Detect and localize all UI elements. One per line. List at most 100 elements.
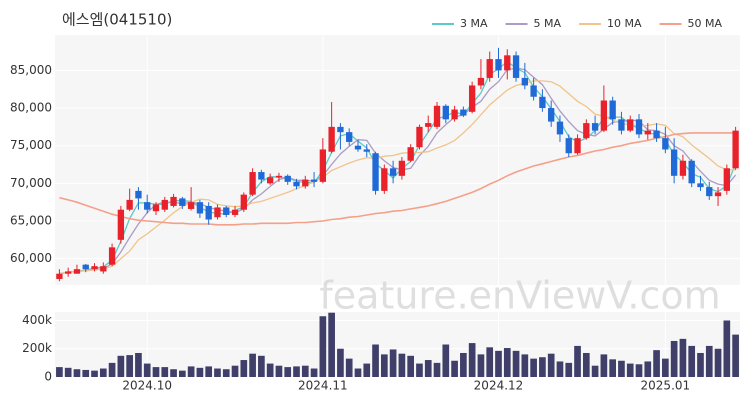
candle-body (618, 119, 625, 131)
volume-bar (293, 366, 300, 377)
candle-body (372, 153, 379, 191)
volume-bar (697, 352, 704, 377)
volume-bar (380, 354, 388, 377)
candle-body (82, 264, 89, 270)
candle-body (600, 100, 608, 131)
candle-body (117, 209, 125, 240)
candle-body (73, 269, 81, 274)
volume-bar (574, 345, 581, 377)
volume-bar (249, 353, 256, 377)
candle-body (249, 172, 256, 195)
volume-bar (662, 358, 669, 377)
candle-body (442, 105, 449, 120)
candle-body (468, 85, 476, 112)
y-tick-label: 60,000 (10, 251, 52, 265)
candle-body (574, 138, 581, 154)
volume-bar (618, 360, 625, 377)
candle-body (152, 204, 160, 212)
candle-body (381, 168, 388, 191)
volume-bar (582, 352, 590, 377)
volume-bar (363, 363, 371, 377)
volume-bar (337, 348, 344, 377)
volume-bar (424, 360, 432, 377)
volume-bar (477, 354, 485, 377)
candle-body (179, 198, 186, 206)
candle-body (609, 100, 616, 120)
candle-body (258, 172, 265, 180)
volume-bar (266, 363, 274, 377)
candle-body (530, 85, 537, 97)
candle-body (196, 202, 204, 214)
volume-panel (55, 312, 740, 377)
candle-body (205, 205, 212, 220)
y-tick-label: 75,000 (10, 138, 52, 152)
volume-bar (679, 338, 687, 377)
candle-body (512, 55, 520, 78)
candle-body (583, 123, 590, 139)
volume-bar (275, 365, 283, 377)
volume-bar (258, 355, 265, 377)
candle-body (433, 105, 441, 127)
candle-body (161, 199, 168, 210)
volume-bar (73, 369, 81, 377)
candle-body (425, 123, 432, 127)
volume-bar (161, 367, 169, 377)
volume-bar (310, 368, 318, 377)
volume-bar (442, 344, 450, 377)
volume-bar (512, 350, 520, 377)
candle-body (354, 145, 362, 150)
volume-bar (705, 345, 713, 377)
volume-bar (539, 357, 546, 377)
candle-body (477, 77, 485, 86)
candle-body (653, 130, 660, 139)
chart-title: 에스엠(041510) (62, 11, 172, 29)
candle-body (451, 109, 458, 120)
watermark: feature.enViewV.com (319, 274, 720, 318)
candle-body (293, 181, 300, 187)
candle-body (346, 132, 353, 142)
volume-bar (407, 355, 415, 377)
volume-bar (723, 320, 731, 377)
candle-body (714, 192, 722, 197)
candle-body (126, 199, 133, 210)
candle-body (556, 121, 564, 135)
volume-bar (591, 365, 599, 377)
candle-body (486, 59, 493, 78)
volume-bar (117, 355, 125, 377)
volume-bar (521, 354, 529, 377)
volume-bar (301, 365, 309, 377)
volume-bar (398, 353, 406, 377)
volume-bar (626, 363, 634, 377)
x-tick-label: 2024.11 (298, 379, 348, 393)
volume-bar (170, 369, 177, 377)
volume-bar (389, 349, 397, 377)
candle-body (91, 266, 98, 270)
volume-bar (565, 362, 573, 377)
candle-body (319, 149, 327, 182)
candle-body (389, 168, 397, 176)
candle-body (65, 271, 72, 274)
y-tick-label: 80,000 (10, 101, 52, 115)
candle-body (460, 109, 467, 116)
volume-bar (345, 358, 353, 377)
y-tick-label: 85,000 (10, 63, 52, 77)
volume-bar (530, 358, 537, 377)
volume-bar (231, 365, 239, 377)
candle-body (679, 160, 687, 176)
candle-body (231, 209, 239, 215)
volume-bar (214, 368, 221, 377)
candle-body (56, 273, 63, 279)
volume-bar (143, 363, 151, 377)
volume-bar (187, 366, 195, 377)
candle-body (416, 126, 423, 148)
volume-bar (196, 367, 204, 377)
candle-body (495, 59, 502, 71)
volume-bar (240, 360, 248, 377)
volume-tick-label: 0 (44, 370, 52, 384)
candle-body (565, 138, 572, 154)
volume-bar (56, 367, 63, 377)
x-tick-label: 2025.01 (641, 379, 691, 393)
candle-body (100, 266, 107, 272)
candle-body (548, 108, 555, 122)
